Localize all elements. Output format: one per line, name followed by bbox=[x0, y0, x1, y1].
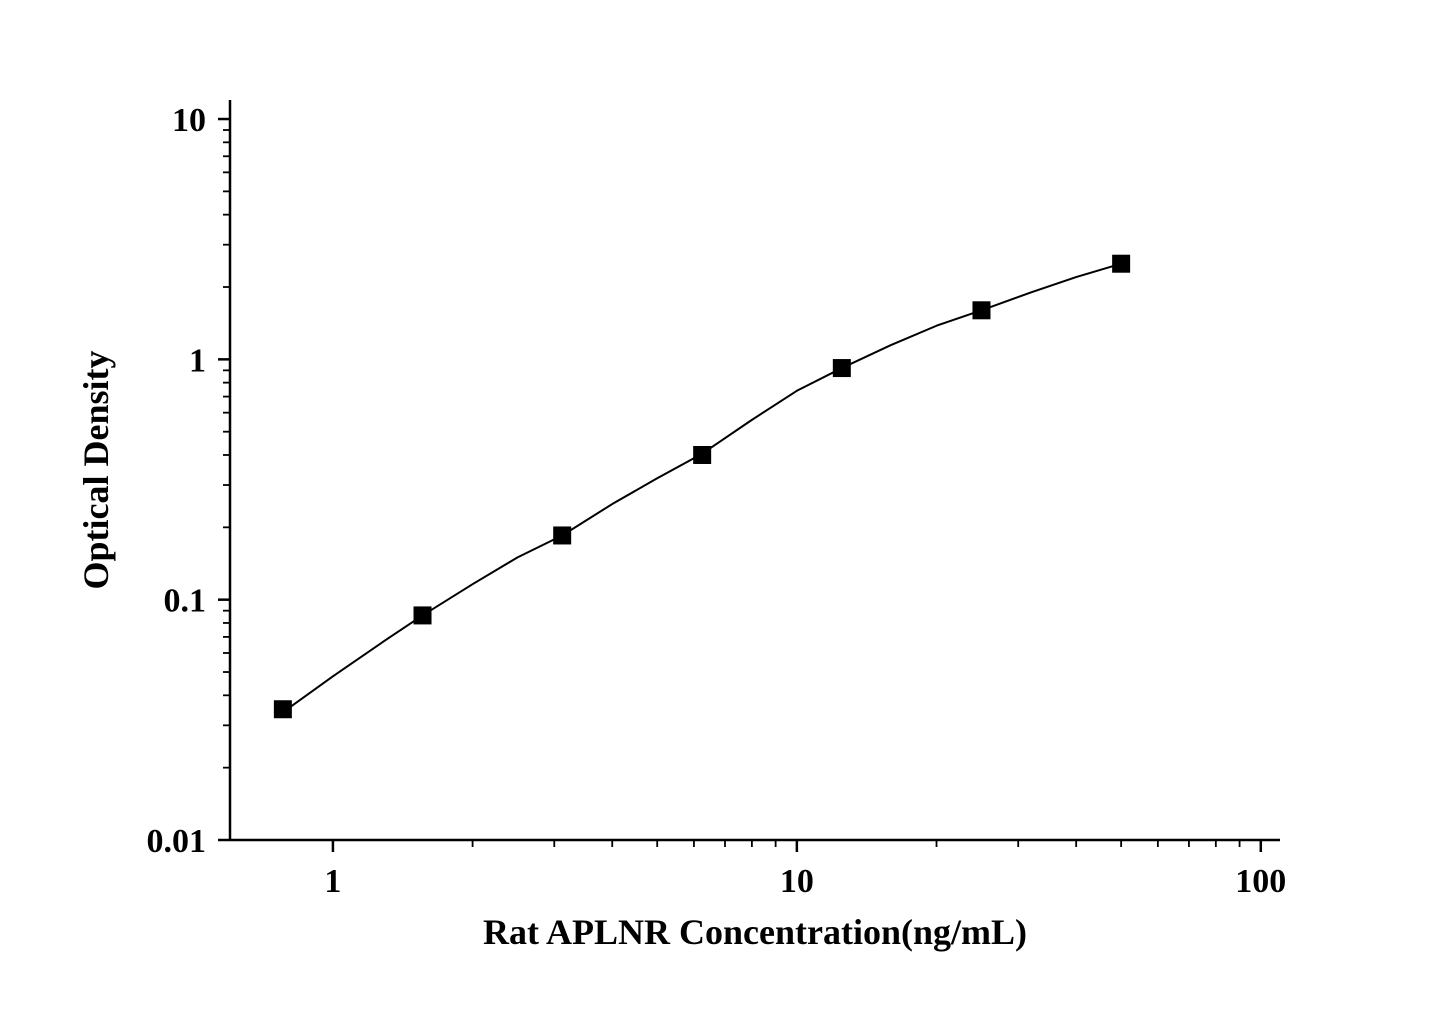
x-axis-label: Rat APLNR Concentration(ng/mL) bbox=[483, 912, 1027, 952]
data-marker bbox=[833, 359, 851, 377]
y-axis-label: Optical Density bbox=[76, 351, 116, 590]
x-tick-label: 10 bbox=[780, 863, 814, 900]
y-tick-label: 0.1 bbox=[164, 583, 207, 620]
data-marker bbox=[553, 526, 571, 544]
x-tick-label: 100 bbox=[1235, 863, 1286, 900]
data-marker bbox=[274, 700, 292, 718]
data-marker bbox=[1112, 255, 1130, 273]
data-marker bbox=[414, 606, 432, 624]
data-marker bbox=[693, 446, 711, 464]
data-marker bbox=[972, 301, 990, 319]
y-tick-label: 1 bbox=[189, 342, 206, 379]
elisa-standard-curve-chart: 1 10 100 0.01 0.1 1 10 Rat APLNR Concentration(… bbox=[0, 0, 1445, 1009]
chart-container: 1 10 100 0.01 0.1 1 10 Rat APLNR Concentration(… bbox=[0, 0, 1445, 1009]
x-tick-label: 1 bbox=[324, 863, 341, 900]
y-tick-label: 10 bbox=[172, 102, 206, 139]
y-tick-label: 0.01 bbox=[147, 823, 207, 860]
